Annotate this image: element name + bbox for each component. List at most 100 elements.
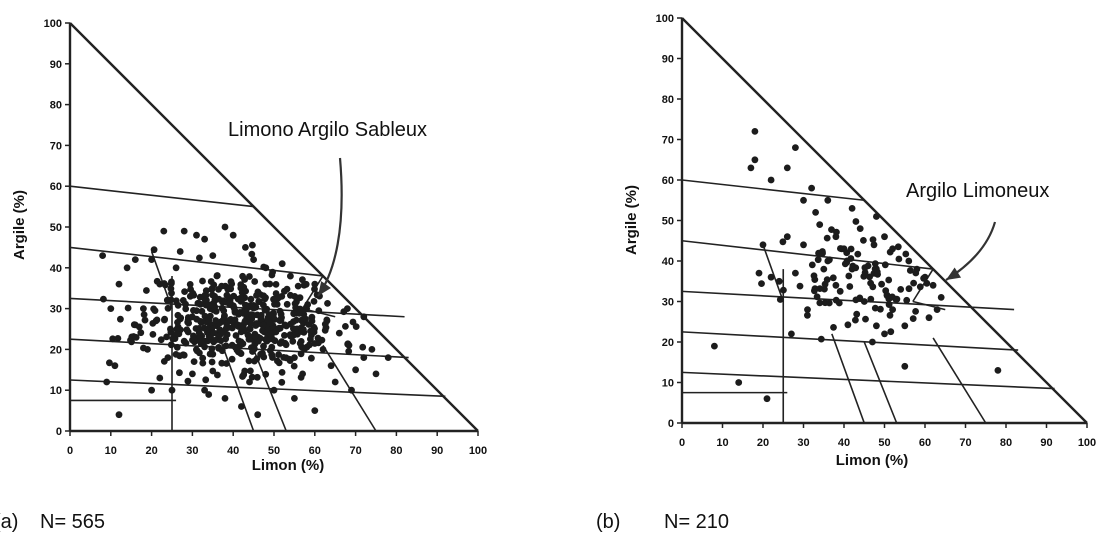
data-point bbox=[881, 261, 889, 269]
x-tick-label: 0 bbox=[67, 445, 73, 457]
data-point bbox=[910, 279, 917, 287]
data-point bbox=[792, 269, 799, 277]
data-point bbox=[268, 343, 276, 351]
data-point bbox=[204, 337, 212, 345]
data-point bbox=[100, 295, 107, 303]
data-point bbox=[176, 369, 183, 377]
data-point bbox=[186, 281, 194, 288]
data-point bbox=[885, 301, 893, 308]
data-point bbox=[272, 328, 280, 336]
data-point bbox=[804, 306, 811, 313]
data-point bbox=[167, 285, 175, 292]
data-point bbox=[196, 338, 204, 345]
data-point bbox=[220, 328, 227, 336]
y-tick-label: 50 bbox=[662, 216, 674, 228]
data-point bbox=[783, 233, 791, 241]
data-point bbox=[238, 296, 246, 303]
data-point bbox=[179, 351, 187, 359]
data-point bbox=[259, 350, 266, 357]
data-point bbox=[140, 311, 148, 318]
data-point bbox=[735, 379, 743, 386]
x-tick-label: 20 bbox=[757, 437, 769, 449]
data-point bbox=[245, 357, 253, 365]
class-boundary-line bbox=[681, 290, 1015, 311]
data-point bbox=[340, 308, 348, 316]
y-tick-label: 10 bbox=[50, 385, 62, 397]
data-point bbox=[278, 378, 286, 386]
class-boundary-line bbox=[69, 246, 324, 277]
data-point bbox=[294, 294, 302, 302]
data-point bbox=[203, 296, 210, 304]
data-point bbox=[758, 280, 765, 287]
texture-class-lines bbox=[681, 179, 1055, 424]
y-tick-label: 30 bbox=[50, 304, 62, 316]
data-point bbox=[199, 354, 207, 362]
data-point bbox=[871, 265, 879, 273]
class-boundary-line bbox=[863, 341, 898, 424]
data-point bbox=[833, 228, 840, 236]
data-point bbox=[324, 300, 331, 307]
data-point bbox=[292, 304, 299, 311]
data-point bbox=[804, 311, 811, 319]
data-point bbox=[124, 304, 132, 312]
data-point bbox=[140, 305, 147, 312]
data-point bbox=[190, 332, 197, 340]
data-point bbox=[196, 349, 203, 357]
data-point bbox=[249, 304, 256, 311]
data-point bbox=[242, 301, 249, 309]
data-point bbox=[194, 299, 202, 307]
data-point bbox=[218, 359, 226, 367]
data-point bbox=[151, 307, 159, 314]
data-point bbox=[359, 343, 367, 351]
y-tick-label: 10 bbox=[662, 378, 674, 390]
x-tick-label: 40 bbox=[838, 437, 850, 449]
data-point bbox=[873, 213, 880, 220]
data-point bbox=[923, 279, 931, 287]
data-point bbox=[251, 278, 259, 285]
x-tick-label: 70 bbox=[349, 445, 361, 457]
y-tick-label: 80 bbox=[50, 100, 62, 112]
data-point bbox=[869, 338, 876, 346]
data-point bbox=[185, 319, 193, 327]
data-point bbox=[283, 322, 290, 330]
data-point bbox=[866, 273, 873, 281]
data-point bbox=[823, 234, 831, 242]
triangle-frame bbox=[680, 17, 1088, 425]
data-point bbox=[887, 328, 895, 336]
data-point bbox=[832, 281, 840, 289]
x-tick-label: 20 bbox=[145, 445, 157, 457]
data-point bbox=[824, 196, 832, 204]
data-point bbox=[933, 306, 941, 313]
data-point bbox=[360, 354, 368, 361]
data-point bbox=[220, 307, 228, 315]
data-point bbox=[266, 330, 274, 338]
data-point bbox=[848, 205, 856, 212]
data-point bbox=[164, 304, 172, 312]
data-point bbox=[229, 231, 237, 239]
data-point bbox=[296, 309, 303, 317]
data-point bbox=[160, 358, 168, 365]
data-point bbox=[215, 345, 223, 352]
annotation-label: Limono Argilo Sableux bbox=[228, 119, 427, 141]
data-point bbox=[800, 241, 807, 249]
data-point bbox=[360, 313, 368, 321]
data-point bbox=[779, 238, 787, 246]
data-point bbox=[262, 336, 270, 343]
data-point bbox=[156, 374, 164, 382]
data-point bbox=[886, 311, 894, 319]
data-point bbox=[173, 326, 181, 333]
x-tick-label: 10 bbox=[716, 437, 728, 449]
y-tick-label: 40 bbox=[662, 256, 674, 268]
x-tick-label: 80 bbox=[1000, 437, 1012, 449]
x-tick-label: 50 bbox=[878, 437, 890, 449]
data-point bbox=[877, 305, 884, 313]
data-point bbox=[755, 269, 763, 277]
data-point bbox=[297, 374, 305, 381]
data-point bbox=[820, 265, 828, 273]
data-point bbox=[751, 156, 759, 164]
data-point bbox=[318, 336, 326, 344]
data-point bbox=[860, 237, 867, 244]
data-point bbox=[776, 296, 784, 303]
data-point bbox=[179, 297, 187, 304]
data-point bbox=[148, 256, 156, 263]
